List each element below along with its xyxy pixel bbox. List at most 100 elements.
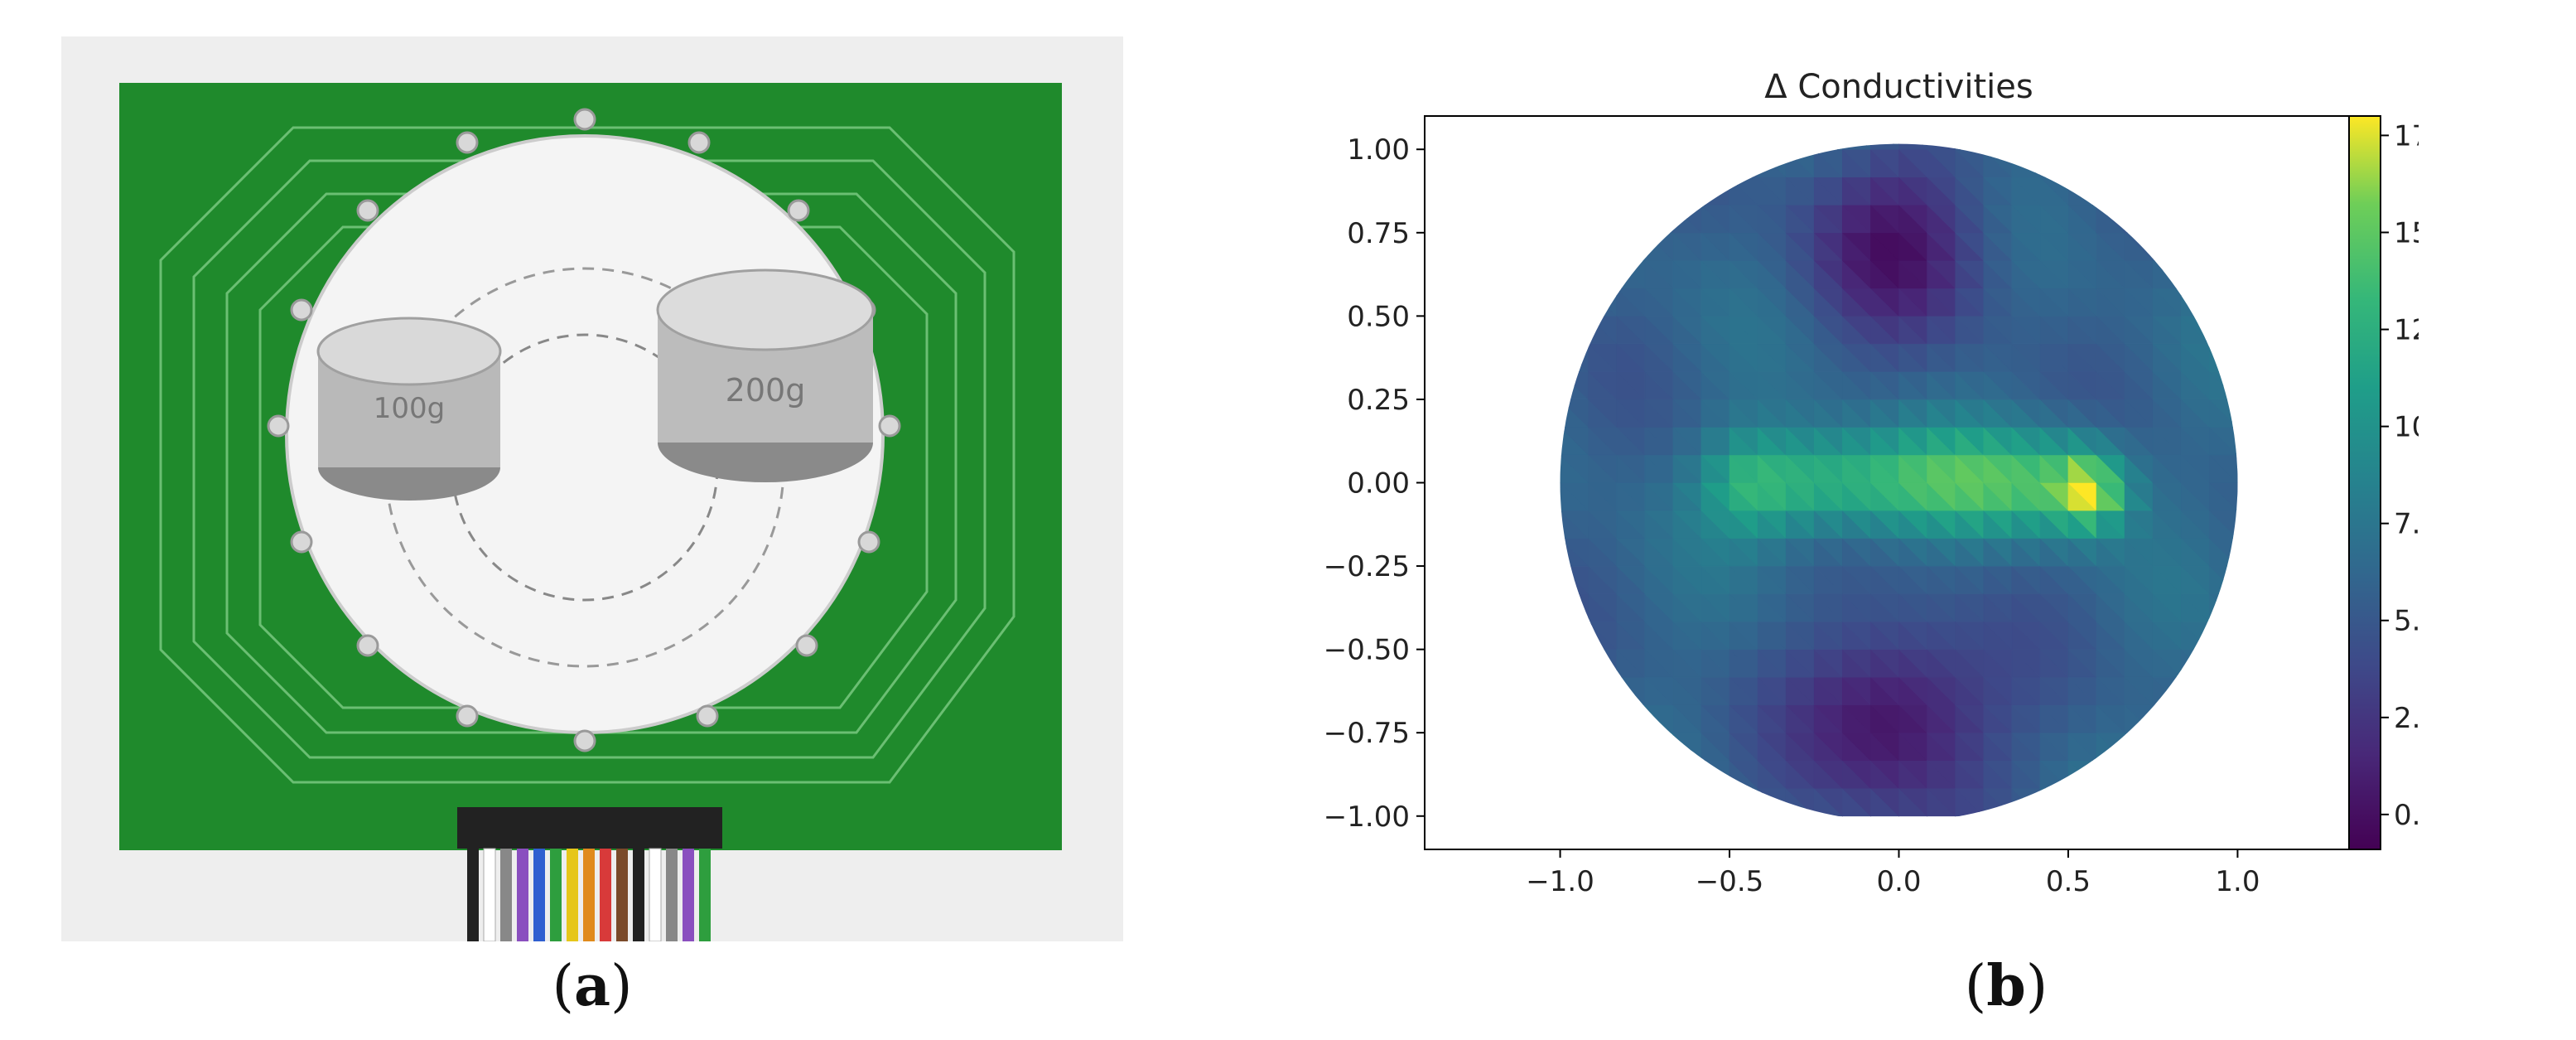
caption-a-close: ) — [610, 954, 633, 1019]
heatmap-cell — [1841, 143, 1871, 150]
weight-left-label: 100g — [374, 392, 445, 425]
ribbon-connector — [457, 807, 722, 849]
heatmap-cell — [1842, 143, 1872, 150]
heatmap-cell — [2237, 399, 2238, 428]
heatmap-cell — [1560, 343, 1589, 373]
heatmap-cell — [2237, 370, 2238, 400]
heatmap-cell — [1672, 732, 1702, 762]
y-tick-label: −0.50 — [1324, 634, 1410, 667]
colorbar-tick-label: 15.0 — [2394, 216, 2419, 249]
heatmap-cell — [2067, 760, 2097, 789]
heatmap-cell — [1672, 760, 1702, 789]
caption-a-open: ( — [552, 954, 574, 1019]
y-axis: 1.00 0.75 0.50 0.25 0.00 −0.25 −0.50 −0.75 −1.00 — [1324, 133, 1425, 834]
heatmap-cell — [1587, 260, 1618, 289]
heatmap-cell — [2209, 621, 2238, 650]
x-tick-label: 0.5 — [2046, 865, 2091, 895]
heatmap-cell — [2237, 537, 2238, 567]
heatmap-cell — [2067, 177, 2097, 206]
heatmap-cell — [1560, 621, 1589, 651]
heatmap-cell — [1560, 316, 1589, 345]
heatmap-cell — [2237, 426, 2238, 456]
heatmap-cell — [1926, 143, 1956, 150]
heatmap-cell — [2180, 259, 2211, 289]
heatmap-cell — [2209, 343, 2238, 372]
caption-b-close: ) — [2025, 954, 2048, 1019]
caption-a-letter: a — [573, 953, 611, 1019]
colorbar-tick-label: 7.5 — [2394, 508, 2419, 541]
heatmap-cell — [1672, 177, 1702, 206]
colorbar-tick-label: 2.5 — [2394, 702, 2419, 735]
heatmap-cell — [2152, 232, 2183, 261]
y-tick-label: −0.75 — [1324, 717, 1410, 750]
caption-b-open: ( — [1964, 954, 1987, 1019]
y-tick-label: 0.00 — [1347, 467, 1410, 501]
sensor-photo: 100g 200g — [61, 36, 1123, 941]
caption-b: (b) — [1882, 953, 2130, 1019]
heatmap-cell — [2124, 204, 2154, 234]
heatmap-cell — [2208, 621, 2238, 651]
heatmap-cell — [1757, 787, 1787, 817]
heatmap-cell — [1983, 143, 2013, 150]
x-tick-label: −0.5 — [1696, 865, 1764, 895]
heatmap-cell — [2180, 676, 2211, 705]
heatmap-cell — [1955, 143, 1985, 150]
heatmap-cell — [1729, 148, 1758, 178]
heatmap-cell — [1587, 676, 1618, 706]
weight-100g: 100g — [316, 317, 502, 501]
heatmap-cell — [2096, 760, 2125, 789]
heatmap-cell — [1644, 204, 1674, 234]
heatmap-cell — [2236, 510, 2238, 539]
heatmap-cell — [2236, 482, 2238, 511]
heatmap-cell — [1729, 148, 1758, 178]
heatmap-cell — [1644, 204, 1674, 234]
heatmap-cell — [1813, 143, 1844, 150]
photo-panel-a: 100g 200g — [61, 36, 1123, 941]
heatmap-cell — [2237, 454, 2238, 483]
heatmap-cell — [1644, 732, 1674, 762]
heatmap-cell — [2180, 288, 2211, 317]
x-tick-label: 1.0 — [2215, 865, 2260, 895]
heatmap-cell — [2011, 787, 2041, 817]
heatmap-cell — [2039, 787, 2069, 817]
heatmap-cell — [1615, 676, 1646, 706]
heatmap-cell — [1587, 649, 1618, 678]
heatmap-cell — [1615, 704, 1646, 733]
heatmap-cell — [1927, 143, 1956, 150]
heatmap-cell — [1616, 232, 1646, 261]
colorbar-tick-label: 12.5 — [2394, 314, 2419, 347]
heatmap-cell — [2236, 454, 2238, 484]
heatmap-cell — [1560, 593, 1589, 622]
plot-panel-b: Δ Conductivities −1.0 −0.5 0.0 0.5 1.0 1.00 0… — [1292, 50, 2419, 895]
y-tick-label: −0.25 — [1324, 550, 1410, 583]
colorbar-tick-label: 0.0 — [2394, 799, 2419, 832]
heatmap-cell — [2236, 427, 2238, 456]
ribbon-cable — [467, 848, 711, 941]
heatmap-cell — [1870, 143, 1900, 150]
x-tick-label: −1.0 — [1526, 865, 1594, 895]
heatmap-cell — [1785, 143, 1816, 150]
heatmap-cell — [1729, 787, 1758, 817]
caption-a: (a) — [468, 953, 716, 1019]
heatmap-cell — [2039, 787, 2069, 817]
heatmap-cell — [2209, 315, 2238, 345]
colorbar-tick-label: 5.0 — [2394, 605, 2419, 638]
weight-right-label: 200g — [726, 372, 806, 409]
y-tick-label: 0.50 — [1347, 300, 1410, 333]
heatmap-cell — [1644, 704, 1674, 733]
y-tick-label: 1.00 — [1347, 133, 1410, 167]
heatmap-cell — [2237, 510, 2238, 539]
chart-title: Δ Conductivities — [1764, 68, 2033, 106]
conductivity-chart: Δ Conductivities −1.0 −0.5 0.0 0.5 1.0 1.00 0… — [1324, 68, 2419, 895]
pcb-traces — [159, 126, 1015, 784]
heatmap-cell — [2096, 177, 2125, 206]
y-tick-label: −1.00 — [1324, 801, 1410, 834]
heatmap-cell — [2124, 732, 2154, 762]
heatmap-cell — [2237, 481, 2238, 511]
heatmap-cell — [1560, 315, 1589, 345]
colorbar-tick-label: 17.5 — [2394, 119, 2419, 152]
heatmap-cell — [1615, 232, 1646, 262]
heatmap-cell — [1700, 760, 1730, 789]
heatmap-cell — [2152, 704, 2183, 733]
y-tick-label: 0.25 — [1347, 384, 1410, 417]
